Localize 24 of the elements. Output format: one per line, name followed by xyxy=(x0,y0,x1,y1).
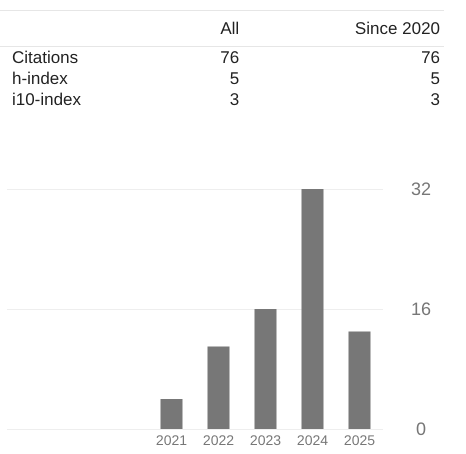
y-tick-label: 0 xyxy=(416,419,426,439)
data-label: 3 xyxy=(430,89,441,110)
category-label: h-index xyxy=(11,68,69,89)
data-label: 5 xyxy=(430,68,441,89)
bar xyxy=(208,346,230,429)
category-label: Citations xyxy=(11,46,80,68)
data-label: 76 xyxy=(420,46,441,68)
x-tick-label: 2025 xyxy=(344,432,376,448)
text: Since 2020 xyxy=(243,10,444,46)
category-label: i10-index xyxy=(11,89,82,110)
x-tick-label: 2021 xyxy=(156,432,188,448)
text: All xyxy=(192,10,244,46)
data-label: 3 xyxy=(228,89,240,110)
data-label: 76 xyxy=(219,46,240,68)
bar xyxy=(348,332,370,429)
x-tick-label: 2022 xyxy=(202,432,234,448)
y-tick-label: 32 xyxy=(410,179,432,199)
bar xyxy=(254,309,276,429)
bar xyxy=(302,189,324,429)
data-label: 5 xyxy=(228,68,240,89)
y-tick-label: 16 xyxy=(410,299,432,319)
x-tick-label: 2024 xyxy=(296,432,328,448)
bar xyxy=(160,399,182,429)
x-tick-label: 2023 xyxy=(250,432,282,448)
